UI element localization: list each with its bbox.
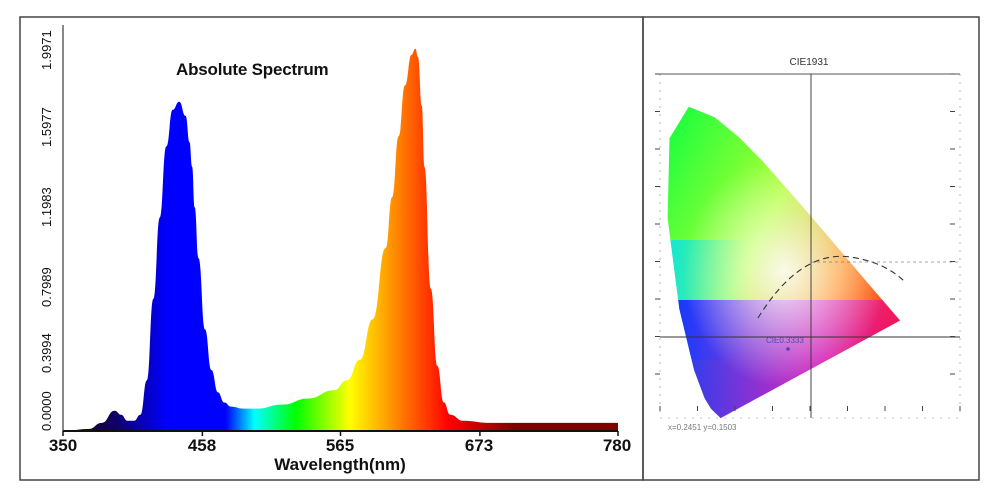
cie-tick-marks — [655, 73, 961, 411]
y-tick-label: 1.1983 — [39, 187, 54, 227]
cie-point — [786, 347, 790, 351]
cie-footer: x=0.2451 y=0.1503 — [668, 423, 737, 432]
y-tick-label: 0.7989 — [39, 267, 54, 307]
cie-fill-white — [667, 106, 900, 419]
cie-title: CIE1931 — [789, 57, 829, 68]
chart-title: Absolute Spectrum — [176, 60, 329, 79]
x-tick-label: 565 — [325, 436, 355, 455]
y-tick-label: 1.5977 — [39, 107, 54, 147]
cie-point-label: CIE0.3333 — [766, 336, 804, 345]
spectrum-area — [63, 48, 618, 432]
y-tick-label: 0.3994 — [39, 333, 54, 373]
x-axis-label: Wavelength(nm) — [274, 455, 406, 474]
x-tick-label: 780 — [602, 436, 632, 455]
x-tick-label: 350 — [48, 436, 78, 455]
cie-horseshoe — [667, 106, 900, 419]
x-tick-marks — [62, 431, 619, 436]
cie-frame — [642, 16, 980, 481]
x-tick-label: 458 — [187, 436, 217, 455]
cie-chart — [655, 73, 961, 419]
y-tick-label: 0.0000 — [39, 391, 54, 431]
x-tick-label: 673 — [464, 436, 494, 455]
spectrum-plot — [62, 25, 619, 436]
y-tick-label: 1.9971 — [39, 30, 54, 70]
